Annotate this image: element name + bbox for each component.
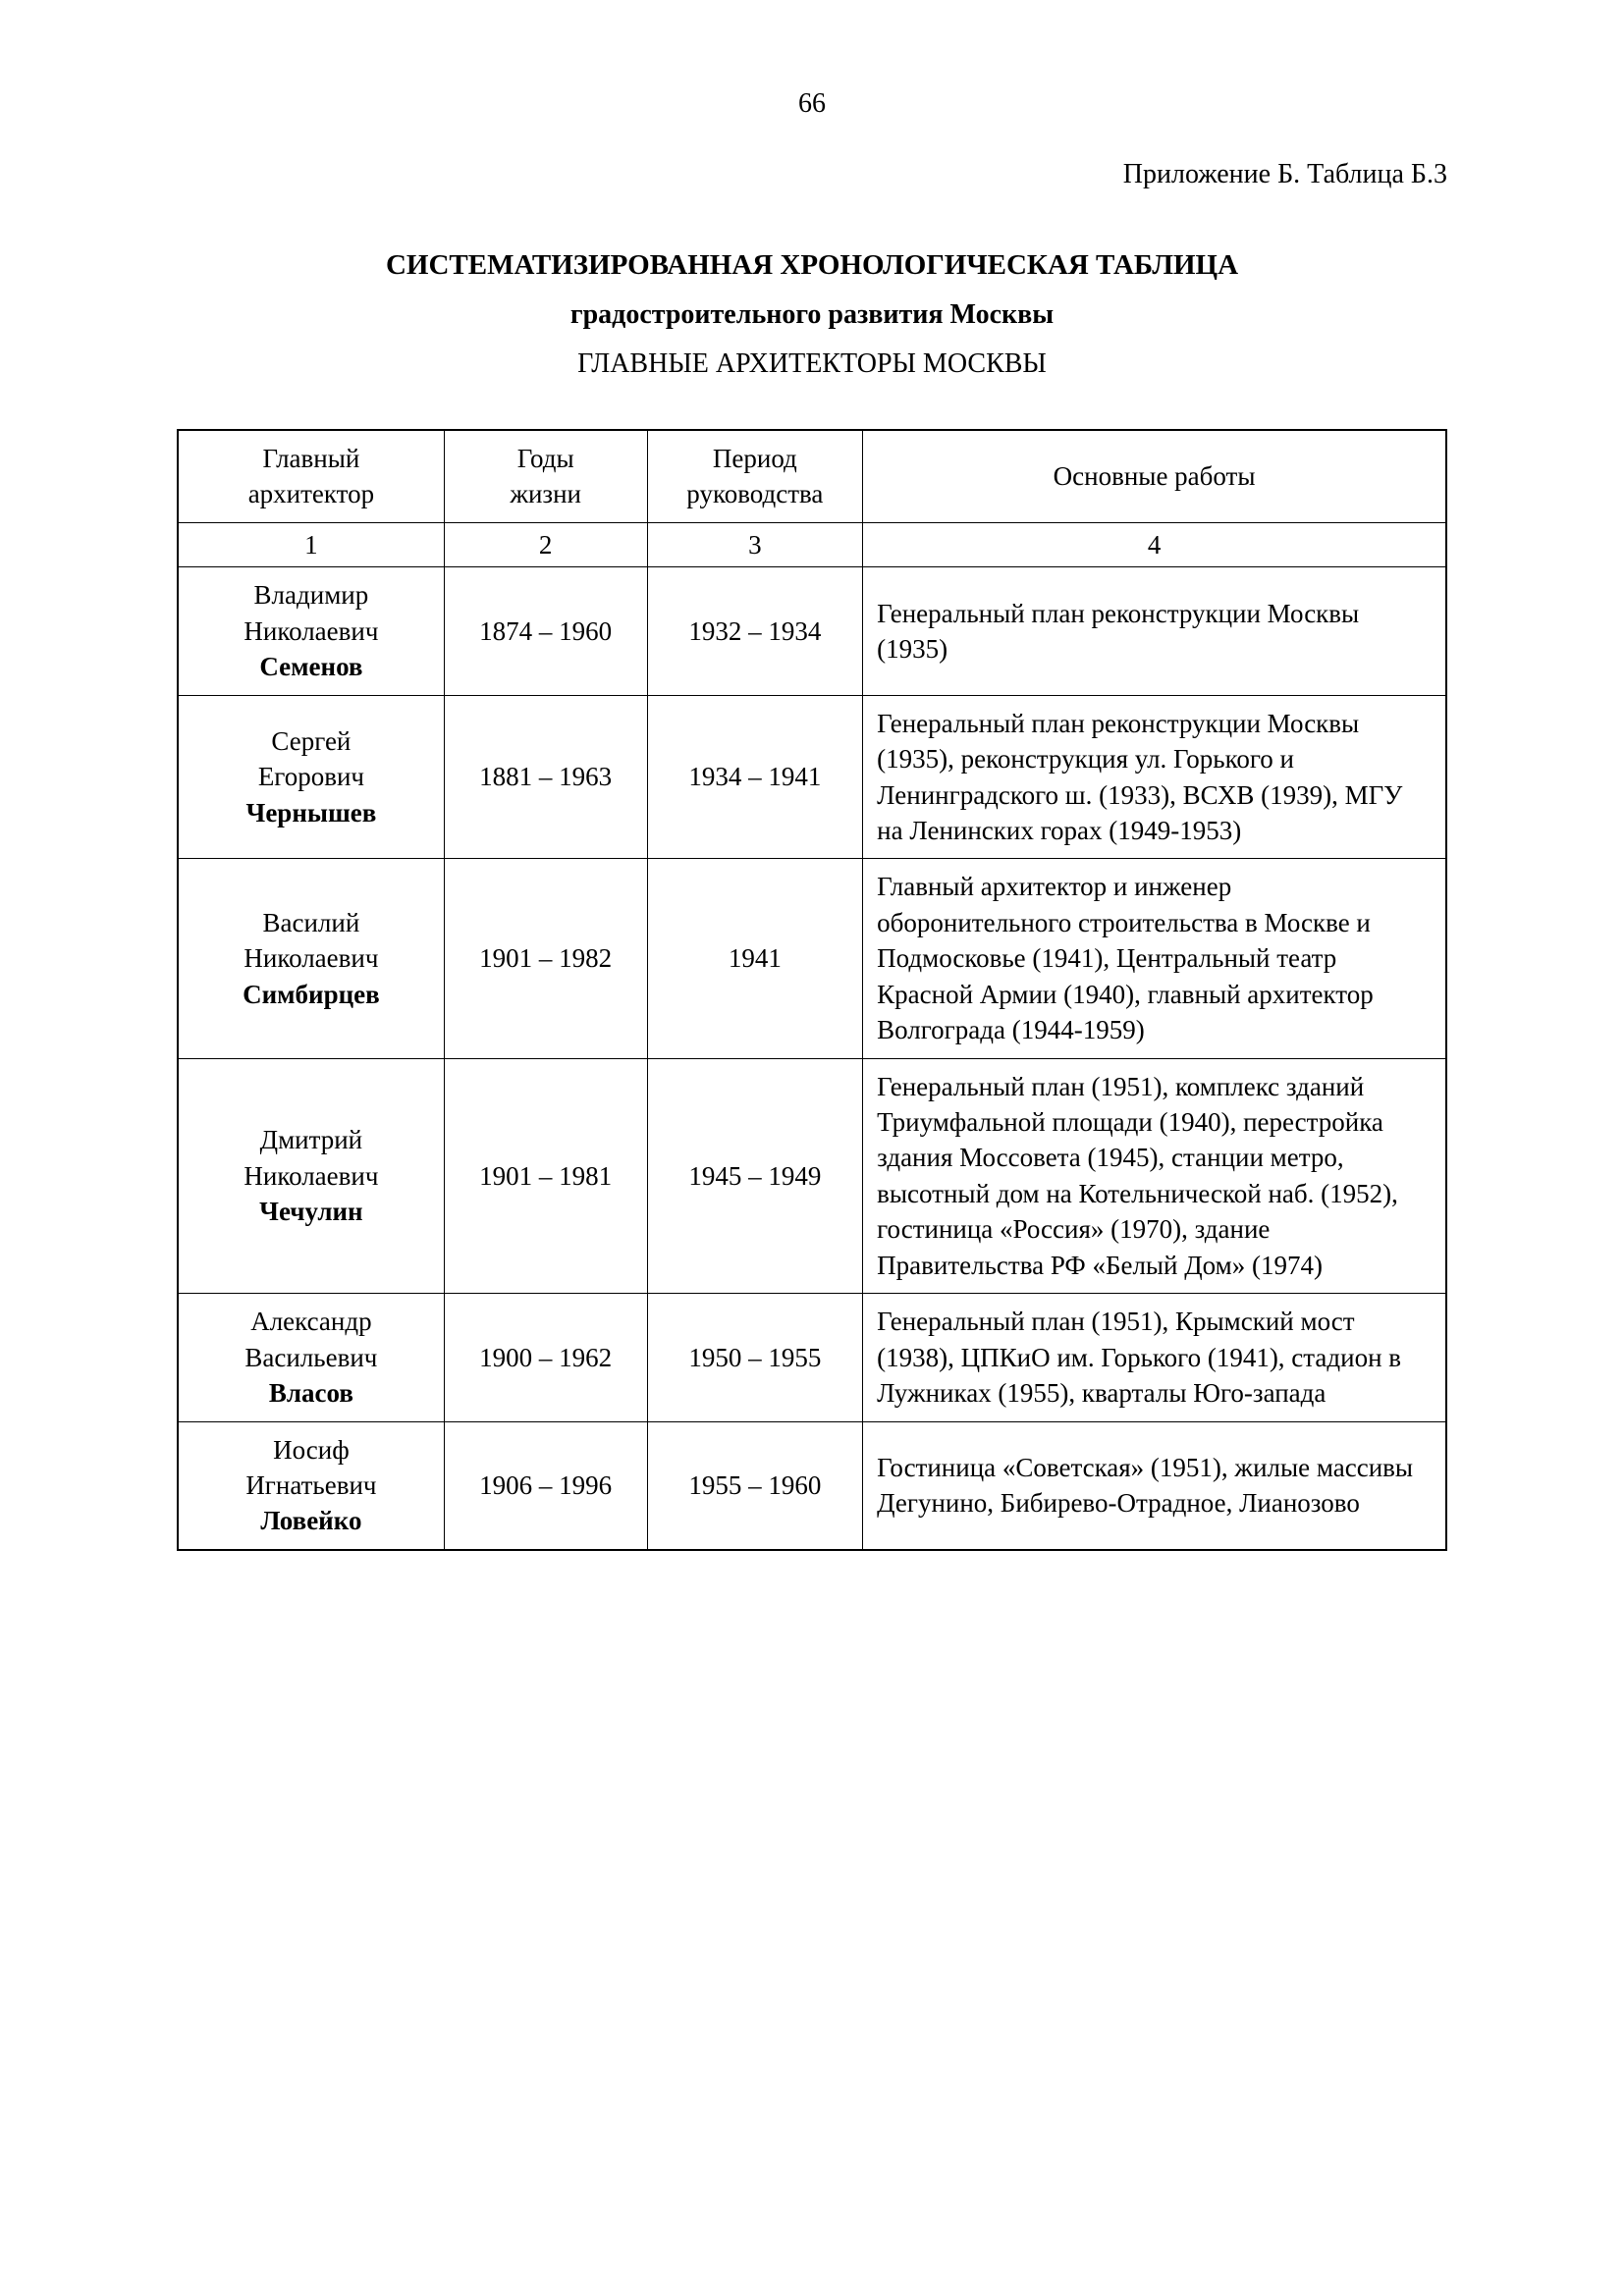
table-row: АлександрВасильевичВласов1900 – 19621950… <box>178 1294 1446 1421</box>
table-colnum-row: 1 2 3 4 <box>178 522 1446 566</box>
patronymic: Николаевич <box>192 1158 430 1194</box>
header-col-3: Период руководства <box>647 430 863 522</box>
architects-table: Главный архитектор Годы жизни Период рук… <box>177 429 1447 1551</box>
header-col-1: Главный архитектор <box>178 430 444 522</box>
years-cell: 1900 – 1962 <box>444 1294 647 1421</box>
header-col-2: Годы жизни <box>444 430 647 522</box>
surname: Семенов <box>192 649 430 684</box>
period-cell: 1934 – 1941 <box>647 695 863 859</box>
table-header-row: Главный архитектор Годы жизни Период рук… <box>178 430 1446 522</box>
header-text: Главный <box>262 444 359 473</box>
first-name: Дмитрий <box>192 1122 430 1157</box>
years-cell: 1901 – 1981 <box>444 1058 647 1294</box>
header-text: Основные работы <box>1054 461 1256 491</box>
appendix-label: Приложение Б. Таблица Б.3 <box>177 159 1447 190</box>
colnum-3: 3 <box>647 522 863 566</box>
header-text: архитектор <box>248 479 374 508</box>
page-subtitle: ГЛАВНЫЕ АРХИТЕКТОРЫ МОСКВЫ <box>177 348 1447 380</box>
table-row: ВладимирНиколаевичСеменов1874 – 19601932… <box>178 567 1446 695</box>
architect-name-cell: ИосифИгнатьевичЛовейко <box>178 1421 444 1550</box>
table-row: ИосифИгнатьевичЛовейко1906 – 19961955 – … <box>178 1421 1446 1550</box>
header-text: Годы <box>517 444 574 473</box>
architect-name-cell: ДмитрийНиколаевичЧечулин <box>178 1058 444 1294</box>
period-cell: 1945 – 1949 <box>647 1058 863 1294</box>
architect-name-cell: ВладимирНиколаевичСеменов <box>178 567 444 695</box>
patronymic: Николаевич <box>192 940 430 976</box>
header-text: руководства <box>686 479 823 508</box>
first-name: Владимир <box>192 577 430 613</box>
years-cell: 1881 – 1963 <box>444 695 647 859</box>
surname: Чернышев <box>192 795 430 830</box>
years-cell: 1901 – 1982 <box>444 859 647 1058</box>
colnum-2: 2 <box>444 522 647 566</box>
works-cell: Генеральный план реконструкции Москвы (1… <box>863 695 1446 859</box>
works-cell: Генеральный план (1951), комплекс зданий… <box>863 1058 1446 1294</box>
works-cell: Генеральный план реконструкции Москвы (1… <box>863 567 1446 695</box>
page-subtitle-bold: градостроительного развития Москвы <box>177 299 1447 331</box>
table-row: ДмитрийНиколаевичЧечулин1901 – 19811945 … <box>178 1058 1446 1294</box>
architect-name-cell: АлександрВасильевичВласов <box>178 1294 444 1421</box>
header-text: Период <box>713 444 797 473</box>
table-row: СергейЕгоровичЧернышев1881 – 19631934 – … <box>178 695 1446 859</box>
period-cell: 1955 – 1960 <box>647 1421 863 1550</box>
works-cell: Главный архитектор и инженер оборонитель… <box>863 859 1446 1058</box>
period-cell: 1941 <box>647 859 863 1058</box>
architect-name-cell: СергейЕгоровичЧернышев <box>178 695 444 859</box>
period-cell: 1950 – 1955 <box>647 1294 863 1421</box>
works-cell: Генеральный план (1951), Крымский мост (… <box>863 1294 1446 1421</box>
surname: Симбирцев <box>192 977 430 1012</box>
patronymic: Егорович <box>192 759 430 794</box>
surname: Ловейко <box>192 1503 430 1538</box>
works-cell: Гостиница «Советская» (1951), жилые масс… <box>863 1421 1446 1550</box>
header-text: жизни <box>510 479 581 508</box>
colnum-4: 4 <box>863 522 1446 566</box>
architect-name-cell: ВасилийНиколаевичСимбирцев <box>178 859 444 1058</box>
years-cell: 1874 – 1960 <box>444 567 647 695</box>
period-cell: 1932 – 1934 <box>647 567 863 695</box>
patronymic: Николаевич <box>192 614 430 649</box>
surname: Власов <box>192 1375 430 1411</box>
page-title: СИСТЕМАТИЗИРОВАННАЯ ХРОНОЛОГИЧЕСКАЯ ТАБЛ… <box>177 249 1447 282</box>
table-row: ВасилийНиколаевичСимбирцев1901 – 1982194… <box>178 859 1446 1058</box>
years-cell: 1906 – 1996 <box>444 1421 647 1550</box>
patronymic: Игнатьевич <box>192 1468 430 1503</box>
header-col-4: Основные работы <box>863 430 1446 522</box>
first-name: Сергей <box>192 723 430 759</box>
colnum-1: 1 <box>178 522 444 566</box>
page-number: 66 <box>177 88 1447 120</box>
first-name: Иосиф <box>192 1432 430 1468</box>
patronymic: Васильевич <box>192 1340 430 1375</box>
first-name: Василий <box>192 905 430 940</box>
first-name: Александр <box>192 1304 430 1339</box>
surname: Чечулин <box>192 1194 430 1229</box>
